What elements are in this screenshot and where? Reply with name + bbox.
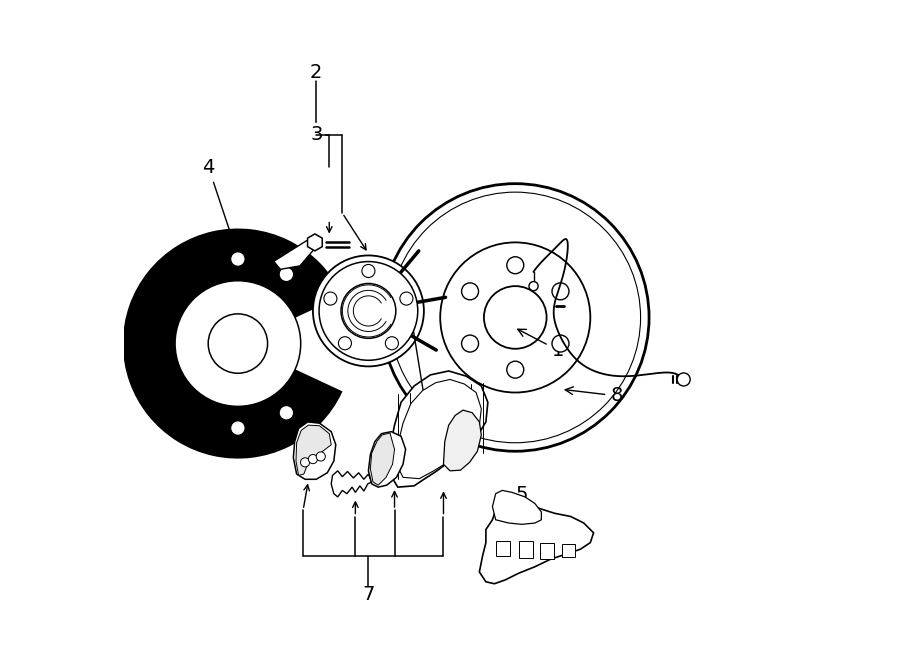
Polygon shape — [444, 410, 482, 471]
Text: 5: 5 — [516, 485, 528, 514]
Circle shape — [208, 314, 267, 373]
Polygon shape — [388, 371, 488, 487]
Polygon shape — [274, 241, 319, 269]
Text: 1: 1 — [518, 329, 564, 360]
Bar — [540, 543, 554, 559]
Bar — [562, 544, 575, 557]
Circle shape — [484, 286, 546, 349]
Circle shape — [382, 184, 649, 451]
Circle shape — [400, 292, 413, 305]
Circle shape — [230, 421, 245, 435]
Circle shape — [552, 335, 569, 352]
Circle shape — [440, 243, 590, 393]
Polygon shape — [371, 433, 394, 485]
Polygon shape — [331, 471, 372, 497]
Circle shape — [309, 455, 318, 463]
Circle shape — [507, 361, 524, 378]
Text: 8: 8 — [565, 386, 623, 405]
Circle shape — [338, 336, 352, 350]
Text: 6: 6 — [401, 285, 429, 411]
Circle shape — [324, 292, 337, 305]
Circle shape — [341, 284, 396, 338]
Circle shape — [279, 267, 293, 282]
Polygon shape — [296, 425, 331, 475]
Circle shape — [552, 283, 569, 300]
Circle shape — [313, 255, 424, 366]
Circle shape — [316, 452, 325, 461]
Bar — [496, 541, 510, 556]
Circle shape — [462, 335, 479, 352]
Polygon shape — [308, 234, 322, 251]
Polygon shape — [368, 432, 406, 487]
Circle shape — [507, 256, 524, 274]
Circle shape — [677, 373, 690, 386]
Circle shape — [320, 262, 418, 360]
Text: 7: 7 — [362, 586, 374, 604]
Text: 3: 3 — [310, 125, 322, 144]
Circle shape — [462, 283, 479, 300]
Polygon shape — [492, 490, 542, 524]
Polygon shape — [480, 502, 594, 584]
Text: 4: 4 — [202, 158, 238, 251]
Polygon shape — [397, 379, 482, 479]
Circle shape — [529, 282, 538, 291]
Circle shape — [362, 264, 375, 278]
Polygon shape — [293, 422, 336, 479]
Circle shape — [230, 252, 245, 266]
Circle shape — [385, 336, 399, 350]
Text: 2: 2 — [310, 63, 322, 82]
Circle shape — [176, 281, 301, 407]
Bar — [518, 541, 533, 558]
Wedge shape — [123, 229, 341, 458]
Circle shape — [279, 406, 293, 420]
Circle shape — [301, 458, 310, 467]
